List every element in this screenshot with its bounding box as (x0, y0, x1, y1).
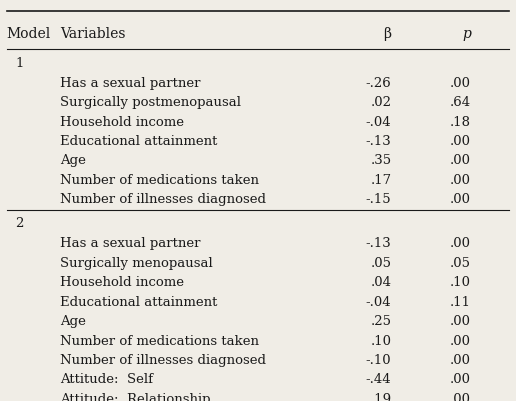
Text: -.44: -.44 (366, 373, 392, 385)
Text: 2: 2 (15, 217, 24, 230)
Text: .35: .35 (370, 154, 392, 167)
Text: Household income: Household income (60, 275, 184, 288)
Text: .64: .64 (450, 96, 471, 109)
Text: Has a sexual partner: Has a sexual partner (60, 77, 201, 89)
Text: .17: .17 (370, 174, 392, 186)
Text: -.04: -.04 (366, 115, 392, 128)
Text: Number of medications taken: Number of medications taken (60, 174, 260, 186)
Text: .00: .00 (450, 237, 471, 249)
Text: -.04: -.04 (366, 295, 392, 308)
Text: Model: Model (7, 27, 51, 41)
Text: .00: .00 (450, 174, 471, 186)
Text: β: β (383, 27, 392, 41)
Text: .19: .19 (370, 392, 392, 401)
Text: .00: .00 (450, 77, 471, 89)
Text: Surgically menopausal: Surgically menopausal (60, 256, 213, 269)
Text: Number of medications taken: Number of medications taken (60, 334, 260, 346)
Text: Attitude:  Relationship: Attitude: Relationship (60, 392, 211, 401)
Text: .25: .25 (370, 314, 392, 327)
Text: .04: .04 (370, 275, 392, 288)
Text: -.15: -.15 (366, 193, 392, 206)
Text: Variables: Variables (60, 27, 126, 41)
Text: .00: .00 (450, 314, 471, 327)
Text: .00: .00 (450, 373, 471, 385)
Text: .10: .10 (450, 275, 471, 288)
Text: Has a sexual partner: Has a sexual partner (60, 237, 201, 249)
Text: Surgically postmenopausal: Surgically postmenopausal (60, 96, 241, 109)
Text: Age: Age (60, 314, 86, 327)
Text: .05: .05 (370, 256, 392, 269)
Text: Household income: Household income (60, 115, 184, 128)
Text: .00: .00 (450, 392, 471, 401)
Text: -.13: -.13 (366, 135, 392, 148)
Text: -.26: -.26 (366, 77, 392, 89)
Text: Age: Age (60, 154, 86, 167)
Text: Attitude:  Self: Attitude: Self (60, 373, 153, 385)
Text: .02: .02 (370, 96, 392, 109)
Text: p: p (462, 27, 471, 41)
Text: .11: .11 (450, 295, 471, 308)
Text: .00: .00 (450, 135, 471, 148)
Text: .00: .00 (450, 154, 471, 167)
Text: .05: .05 (450, 256, 471, 269)
Text: Educational attainment: Educational attainment (60, 135, 218, 148)
Text: -.10: -.10 (366, 353, 392, 366)
Text: 1: 1 (15, 57, 24, 69)
Text: Number of illnesses diagnosed: Number of illnesses diagnosed (60, 353, 266, 366)
Text: Number of illnesses diagnosed: Number of illnesses diagnosed (60, 193, 266, 206)
Text: .10: .10 (370, 334, 392, 346)
Text: .00: .00 (450, 193, 471, 206)
Text: .00: .00 (450, 353, 471, 366)
Text: Educational attainment: Educational attainment (60, 295, 218, 308)
Text: .18: .18 (450, 115, 471, 128)
Text: .00: .00 (450, 334, 471, 346)
Text: -.13: -.13 (366, 237, 392, 249)
